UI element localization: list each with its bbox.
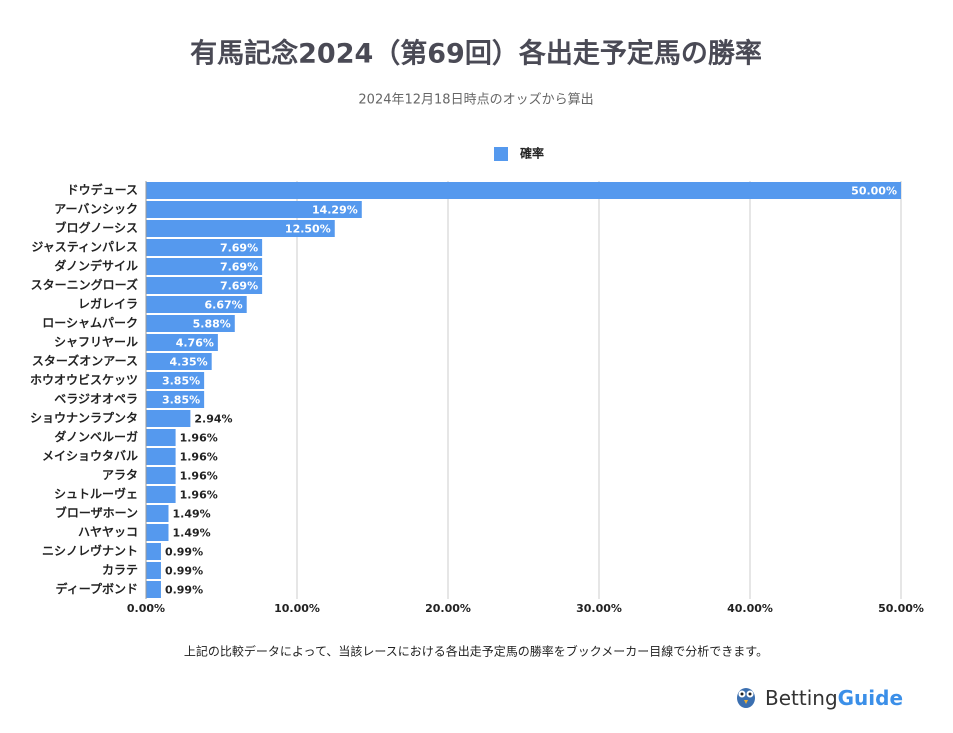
y-tick-label: ブローザホーン bbox=[55, 505, 138, 520]
y-tick-label: メイショウタバル bbox=[42, 449, 138, 463]
bar bbox=[146, 258, 263, 275]
y-tick-label: スターニングローズ bbox=[31, 277, 138, 292]
value-label: 4.76% bbox=[176, 337, 214, 350]
chart-note: 上記の比較データによって、当該レースにおける各出走予定馬の勝率をブックメーカー目… bbox=[184, 644, 768, 659]
value-label: 1.49% bbox=[172, 527, 210, 540]
y-tick-label: アラタ bbox=[102, 468, 138, 482]
y-tick-label: ジャスティンパレス bbox=[31, 240, 138, 254]
value-label: 3.85% bbox=[162, 394, 200, 407]
value-label: 7.69% bbox=[220, 280, 258, 293]
y-tick-label: ハヤヤッコ bbox=[78, 525, 138, 539]
bar bbox=[146, 391, 205, 408]
bar bbox=[146, 562, 161, 579]
value-label: 50.00% bbox=[851, 185, 897, 198]
bar bbox=[146, 372, 205, 389]
y-tick-label: スターズオンアース bbox=[32, 353, 138, 368]
y-tick-label: ディープボンド bbox=[56, 581, 138, 596]
bar bbox=[146, 581, 161, 598]
value-label: 6.67% bbox=[205, 299, 243, 312]
bar bbox=[146, 315, 235, 332]
brand-part: Guide bbox=[838, 686, 903, 710]
y-tick-label: ダノンベルーガ bbox=[54, 429, 138, 444]
bar bbox=[146, 467, 176, 484]
legend-label: 確率 bbox=[520, 146, 544, 161]
chart-subtitle: 2024年12月18日時点のオッズから算出 bbox=[358, 92, 593, 108]
y-tick-label: ニシノレヴナント bbox=[42, 543, 138, 558]
bar bbox=[146, 182, 901, 199]
x-tick-label: 10.00% bbox=[274, 602, 320, 615]
value-label: 14.29% bbox=[312, 204, 358, 217]
bar bbox=[146, 353, 212, 370]
value-label: 0.99% bbox=[165, 565, 203, 578]
y-tick-label: シュトルーヴェ bbox=[54, 486, 138, 501]
value-label: 7.69% bbox=[220, 242, 258, 255]
y-tick-label: ダノンデサイル bbox=[54, 258, 138, 273]
value-label: 1.96% bbox=[180, 432, 218, 445]
y-tick-label: ブログノーシス bbox=[54, 220, 138, 235]
value-label: 1.96% bbox=[180, 451, 218, 464]
value-label: 1.96% bbox=[180, 489, 218, 502]
logo-beak bbox=[744, 700, 748, 704]
value-label: 0.99% bbox=[165, 584, 203, 597]
y-tick-label: アーバンシック bbox=[54, 202, 138, 216]
brand-part: Betting bbox=[765, 686, 838, 710]
value-label: 1.96% bbox=[180, 470, 218, 483]
legend-swatch bbox=[494, 147, 508, 161]
bar bbox=[146, 505, 169, 522]
value-label: 4.35% bbox=[170, 356, 208, 369]
bar bbox=[146, 448, 176, 465]
value-label: 0.99% bbox=[165, 546, 203, 559]
y-tick-label: ベラジオオペラ bbox=[54, 392, 138, 406]
logo-pupil bbox=[748, 692, 752, 696]
value-label: 1.49% bbox=[172, 508, 210, 521]
bar bbox=[146, 220, 335, 237]
brand-text: BettingGuide bbox=[765, 686, 903, 710]
logo-pupil bbox=[740, 692, 744, 696]
brand-logo: BettingGuide bbox=[737, 686, 903, 710]
bar bbox=[146, 429, 176, 446]
chart-title: 有馬記念2024（第69回）各出走予定馬の勝率 bbox=[190, 38, 762, 70]
x-tick-label: 0.00% bbox=[127, 602, 165, 615]
y-tick-label: ホウオウビスケッツ bbox=[30, 372, 138, 387]
value-label: 5.88% bbox=[193, 318, 231, 331]
x-tick-label: 50.00% bbox=[878, 602, 924, 615]
value-label: 3.85% bbox=[162, 375, 200, 388]
bar bbox=[146, 334, 218, 351]
bar bbox=[146, 410, 191, 427]
x-tick-label: 30.00% bbox=[576, 602, 622, 615]
value-label: 7.69% bbox=[220, 261, 258, 274]
bar bbox=[146, 486, 176, 503]
logo-icon bbox=[737, 688, 755, 708]
bar bbox=[146, 524, 169, 541]
bar bbox=[146, 201, 362, 218]
y-tick-label: カラテ bbox=[102, 563, 138, 577]
y-tick-label: シャフリヤール bbox=[54, 335, 138, 349]
value-label: 12.50% bbox=[285, 223, 331, 236]
x-tick-label: 40.00% bbox=[727, 602, 773, 615]
bar bbox=[146, 239, 263, 256]
y-tick-label: ショウナンラプンタ bbox=[30, 410, 138, 425]
bar bbox=[146, 296, 247, 313]
value-label: 2.94% bbox=[194, 413, 232, 426]
y-tick-label: ドウデュース bbox=[67, 182, 138, 197]
bar bbox=[146, 277, 263, 294]
y-tick-label: レガレイラ bbox=[78, 296, 138, 311]
y-tick-label: ローシャムパーク bbox=[42, 316, 138, 330]
bar bbox=[146, 543, 161, 560]
x-tick-label: 20.00% bbox=[425, 602, 471, 615]
